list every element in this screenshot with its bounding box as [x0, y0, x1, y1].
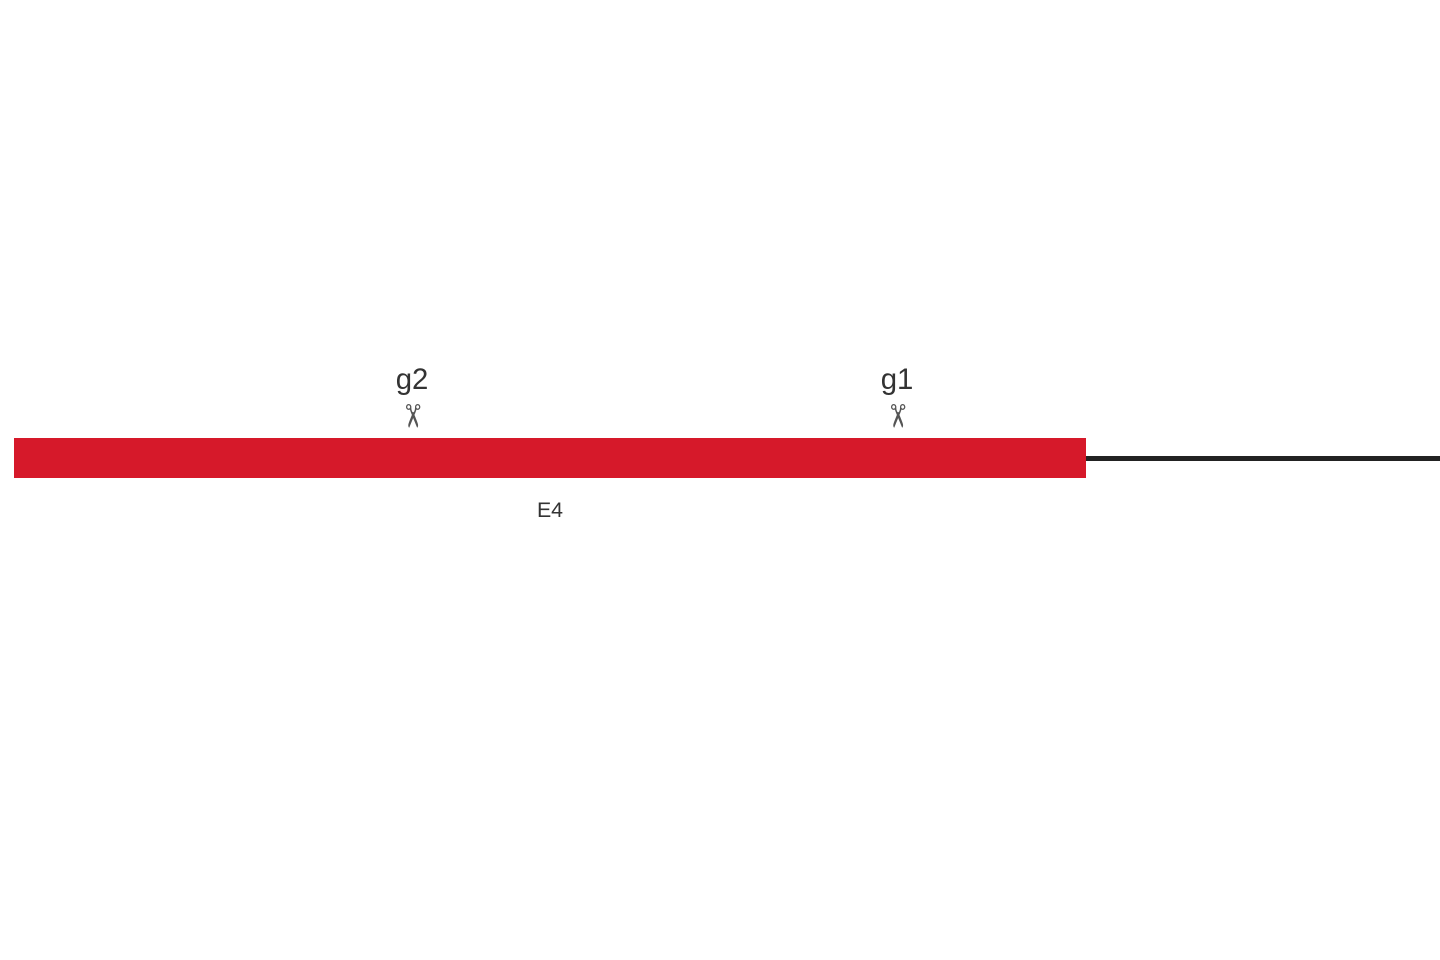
- cut-site-g1: g1 ✂: [857, 365, 937, 432]
- guide-label-g1: g1: [857, 365, 937, 394]
- exon-label: E4: [510, 498, 590, 523]
- scissors-icon: ✂: [396, 403, 428, 430]
- guide-label-g2: g2: [372, 365, 452, 394]
- intron-line: [1086, 456, 1440, 461]
- scissors-icon: ✂: [881, 403, 913, 430]
- cut-site-g2: g2 ✂: [372, 365, 452, 432]
- exon-bar: [14, 438, 1086, 478]
- gene-diagram: E4 g2 ✂ g1 ✂: [0, 0, 1440, 960]
